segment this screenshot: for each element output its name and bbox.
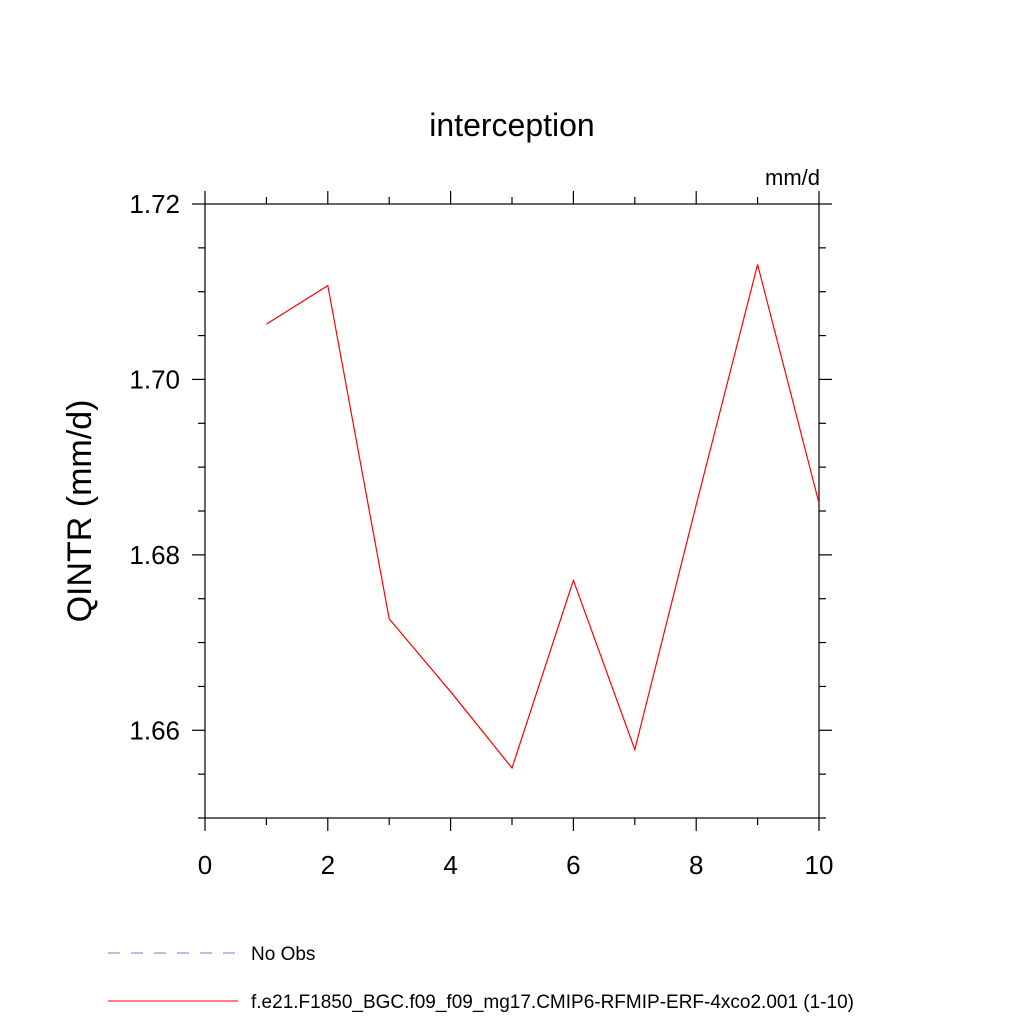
x-tick-label: 8 [689, 850, 703, 880]
series-line [266, 264, 820, 770]
axis-ticks [192, 191, 832, 831]
y-tick-label: 1.66 [129, 715, 180, 745]
y-tick-label: 1.72 [129, 189, 180, 219]
chart-title: interception [429, 107, 594, 143]
y-tick-label: 1.70 [129, 364, 180, 394]
x-tick-label: 4 [443, 850, 457, 880]
y-axis-label: QINTR (mm/d) [61, 400, 99, 623]
x-tick-label: 10 [805, 850, 834, 880]
legend-label: f.e21.F1850_BGC.f09_f09_mg17.CMIP6-RFMIP… [251, 992, 854, 1013]
series-layer [266, 264, 820, 770]
x-tick-label: 6 [566, 850, 580, 880]
x-tick-label: 2 [321, 850, 335, 880]
legend-label: No Obs [251, 944, 315, 965]
x-tick-label: 0 [198, 850, 212, 880]
plot-frame [204, 203, 820, 819]
y-tick-label: 1.68 [129, 540, 180, 570]
units-label: mm/d [765, 165, 820, 190]
legend: No Obs f.e21.F1850_BGC.f09_f09_mg17.CMIP6… [108, 944, 854, 1013]
axis-tick-labels: 0 2 4 6 8 10 1.66 1.68 1.70 1.72 [129, 189, 833, 880]
